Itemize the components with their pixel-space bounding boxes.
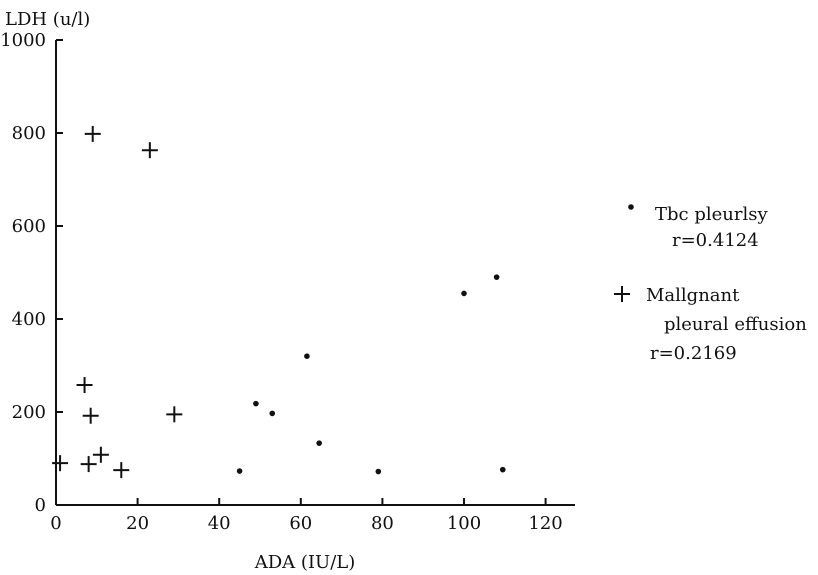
tbc-data-point [236, 468, 243, 474]
malignant-data-point [82, 407, 99, 424]
legend-correlation: r=0.4124 [672, 230, 759, 251]
legend-correlation: r=0.2169 [650, 343, 737, 364]
malignant-data-point [80, 456, 97, 473]
tbc-data-point [316, 440, 322, 446]
x-tick-label: 120 [528, 513, 562, 534]
tbc-data-point [461, 290, 467, 297]
x-tick-label: 80 [371, 513, 394, 534]
legend-marker [614, 286, 630, 302]
malignant-data-point [76, 377, 93, 394]
malignant-data-point [84, 125, 101, 142]
y-tick-label: 200 [12, 402, 46, 423]
y-tick-label: 1000 [0, 30, 46, 51]
malignant-data-point [113, 462, 130, 479]
tick-marks: 0 200 400 600 800 1000 0 20 40 60 80 100 120 [0, 30, 563, 534]
tbc-data-point [253, 400, 259, 407]
tbc-data-point [499, 466, 506, 473]
malignant-data-point [52, 455, 69, 472]
x-tick-label: 40 [208, 513, 231, 534]
x-tick-label: 60 [289, 513, 312, 534]
malignant-data-point [141, 142, 158, 159]
legend-series-name: Mallgnant [646, 285, 740, 306]
tbc-data-point [304, 353, 310, 360]
tbc-data-point [375, 468, 382, 475]
legend-marker [628, 204, 634, 210]
tbc-data-point [269, 410, 276, 417]
y-tick-label: 800 [12, 123, 46, 144]
legend-series-name: pleural effusion [664, 314, 807, 335]
legend: Tbc pleurlsy r=0.4124 Mallgnant pleural eff… [614, 204, 807, 364]
y-axis-title: LDH (u/l) [5, 9, 90, 30]
tbc-data-point [493, 274, 500, 280]
x-tick-label: 20 [126, 513, 149, 534]
y-tick-label: 400 [12, 309, 46, 330]
x-tick-label: 0 [50, 513, 61, 534]
y-tick-label: 0 [35, 495, 46, 516]
malignant-data-point [92, 446, 109, 463]
y-tick-label: 600 [12, 216, 46, 237]
legend-series-name: Tbc pleurlsy [655, 204, 768, 225]
malignant-data-point [166, 406, 183, 423]
x-tick-label: 100 [447, 513, 481, 534]
data-points [52, 125, 506, 479]
axes [55, 40, 575, 506]
x-axis-title: ADA (IU/L) [254, 552, 356, 573]
